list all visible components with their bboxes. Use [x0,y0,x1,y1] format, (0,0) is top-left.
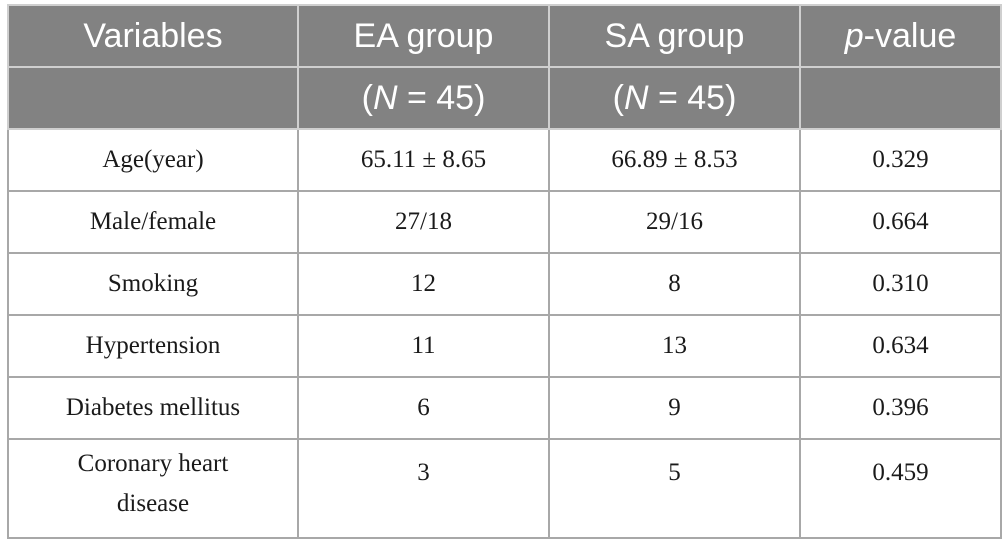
cell-p: 0.459 [799,438,1002,539]
table-row: Hypertension 11 13 0.634 [7,314,1002,378]
ea-n-symbol: N [372,78,398,117]
header-row-sample-size: (N = 45) (N = 45) [7,66,1002,130]
header-empty-variables [7,66,299,130]
cell-sa: 9 [548,376,801,440]
table-row: Coronary heart disease 3 5 0.459 [7,438,1002,539]
header-sa-group: SA group [548,4,801,68]
ea-n-open: ( [361,78,373,117]
cell-p: 0.396 [799,376,1002,440]
sa-n-symbol: N [623,78,649,117]
cell-ea: 11 [297,314,550,378]
table-row: Male/female 27/18 29/16 0.664 [7,190,1002,254]
cell-variable: Hypertension [7,314,299,378]
cell-sa: 8 [548,252,801,316]
cell-p: 0.329 [799,128,1002,192]
sa-n-open: ( [612,78,624,117]
sa-n-value: = 45) [648,78,737,117]
cell-sa: 13 [548,314,801,378]
cell-variable: Age(year) [7,128,299,192]
cell-variable: Coronary heart disease [7,438,299,539]
data-table-container: Variables EA group SA group p-value (N =… [7,4,1002,539]
header-ea-n: (N = 45) [297,66,550,130]
header-variables: Variables [7,4,299,68]
cell-ea: 3 [297,438,550,539]
header-sa-n: (N = 45) [548,66,801,130]
cell-sa: 66.89 ± 8.53 [548,128,801,192]
cell-variable: Male/female [7,190,299,254]
cell-ea: 65.11 ± 8.65 [297,128,550,192]
table-body: Age(year) 65.11 ± 8.65 66.89 ± 8.53 0.32… [7,128,1002,539]
header-ea-group: EA group [297,4,550,68]
cell-sa: 5 [548,438,801,539]
cell-sa: 29/16 [548,190,801,254]
p-symbol: p [844,16,864,55]
cell-ea: 12 [297,252,550,316]
table-row: Age(year) 65.11 ± 8.65 66.89 ± 8.53 0.32… [7,128,1002,192]
table-header: Variables EA group SA group p-value (N =… [7,4,1002,130]
cell-p: 0.310 [799,252,1002,316]
cell-variable: Diabetes mellitus [7,376,299,440]
cell-ea: 6 [297,376,550,440]
header-p-value: p-value [799,4,1002,68]
ea-n-value: = 45) [397,78,486,117]
table-row: Diabetes mellitus 6 9 0.396 [7,376,1002,440]
header-empty-p [799,66,1002,130]
cell-p: 0.634 [799,314,1002,378]
header-row-titles: Variables EA group SA group p-value [7,4,1002,68]
cell-p: 0.664 [799,190,1002,254]
cell-variable: Smoking [7,252,299,316]
table-row: Smoking 12 8 0.310 [7,252,1002,316]
baseline-characteristics-table: Variables EA group SA group p-value (N =… [7,4,1002,539]
cell-ea: 27/18 [297,190,550,254]
p-value-suffix: -value [863,16,957,55]
